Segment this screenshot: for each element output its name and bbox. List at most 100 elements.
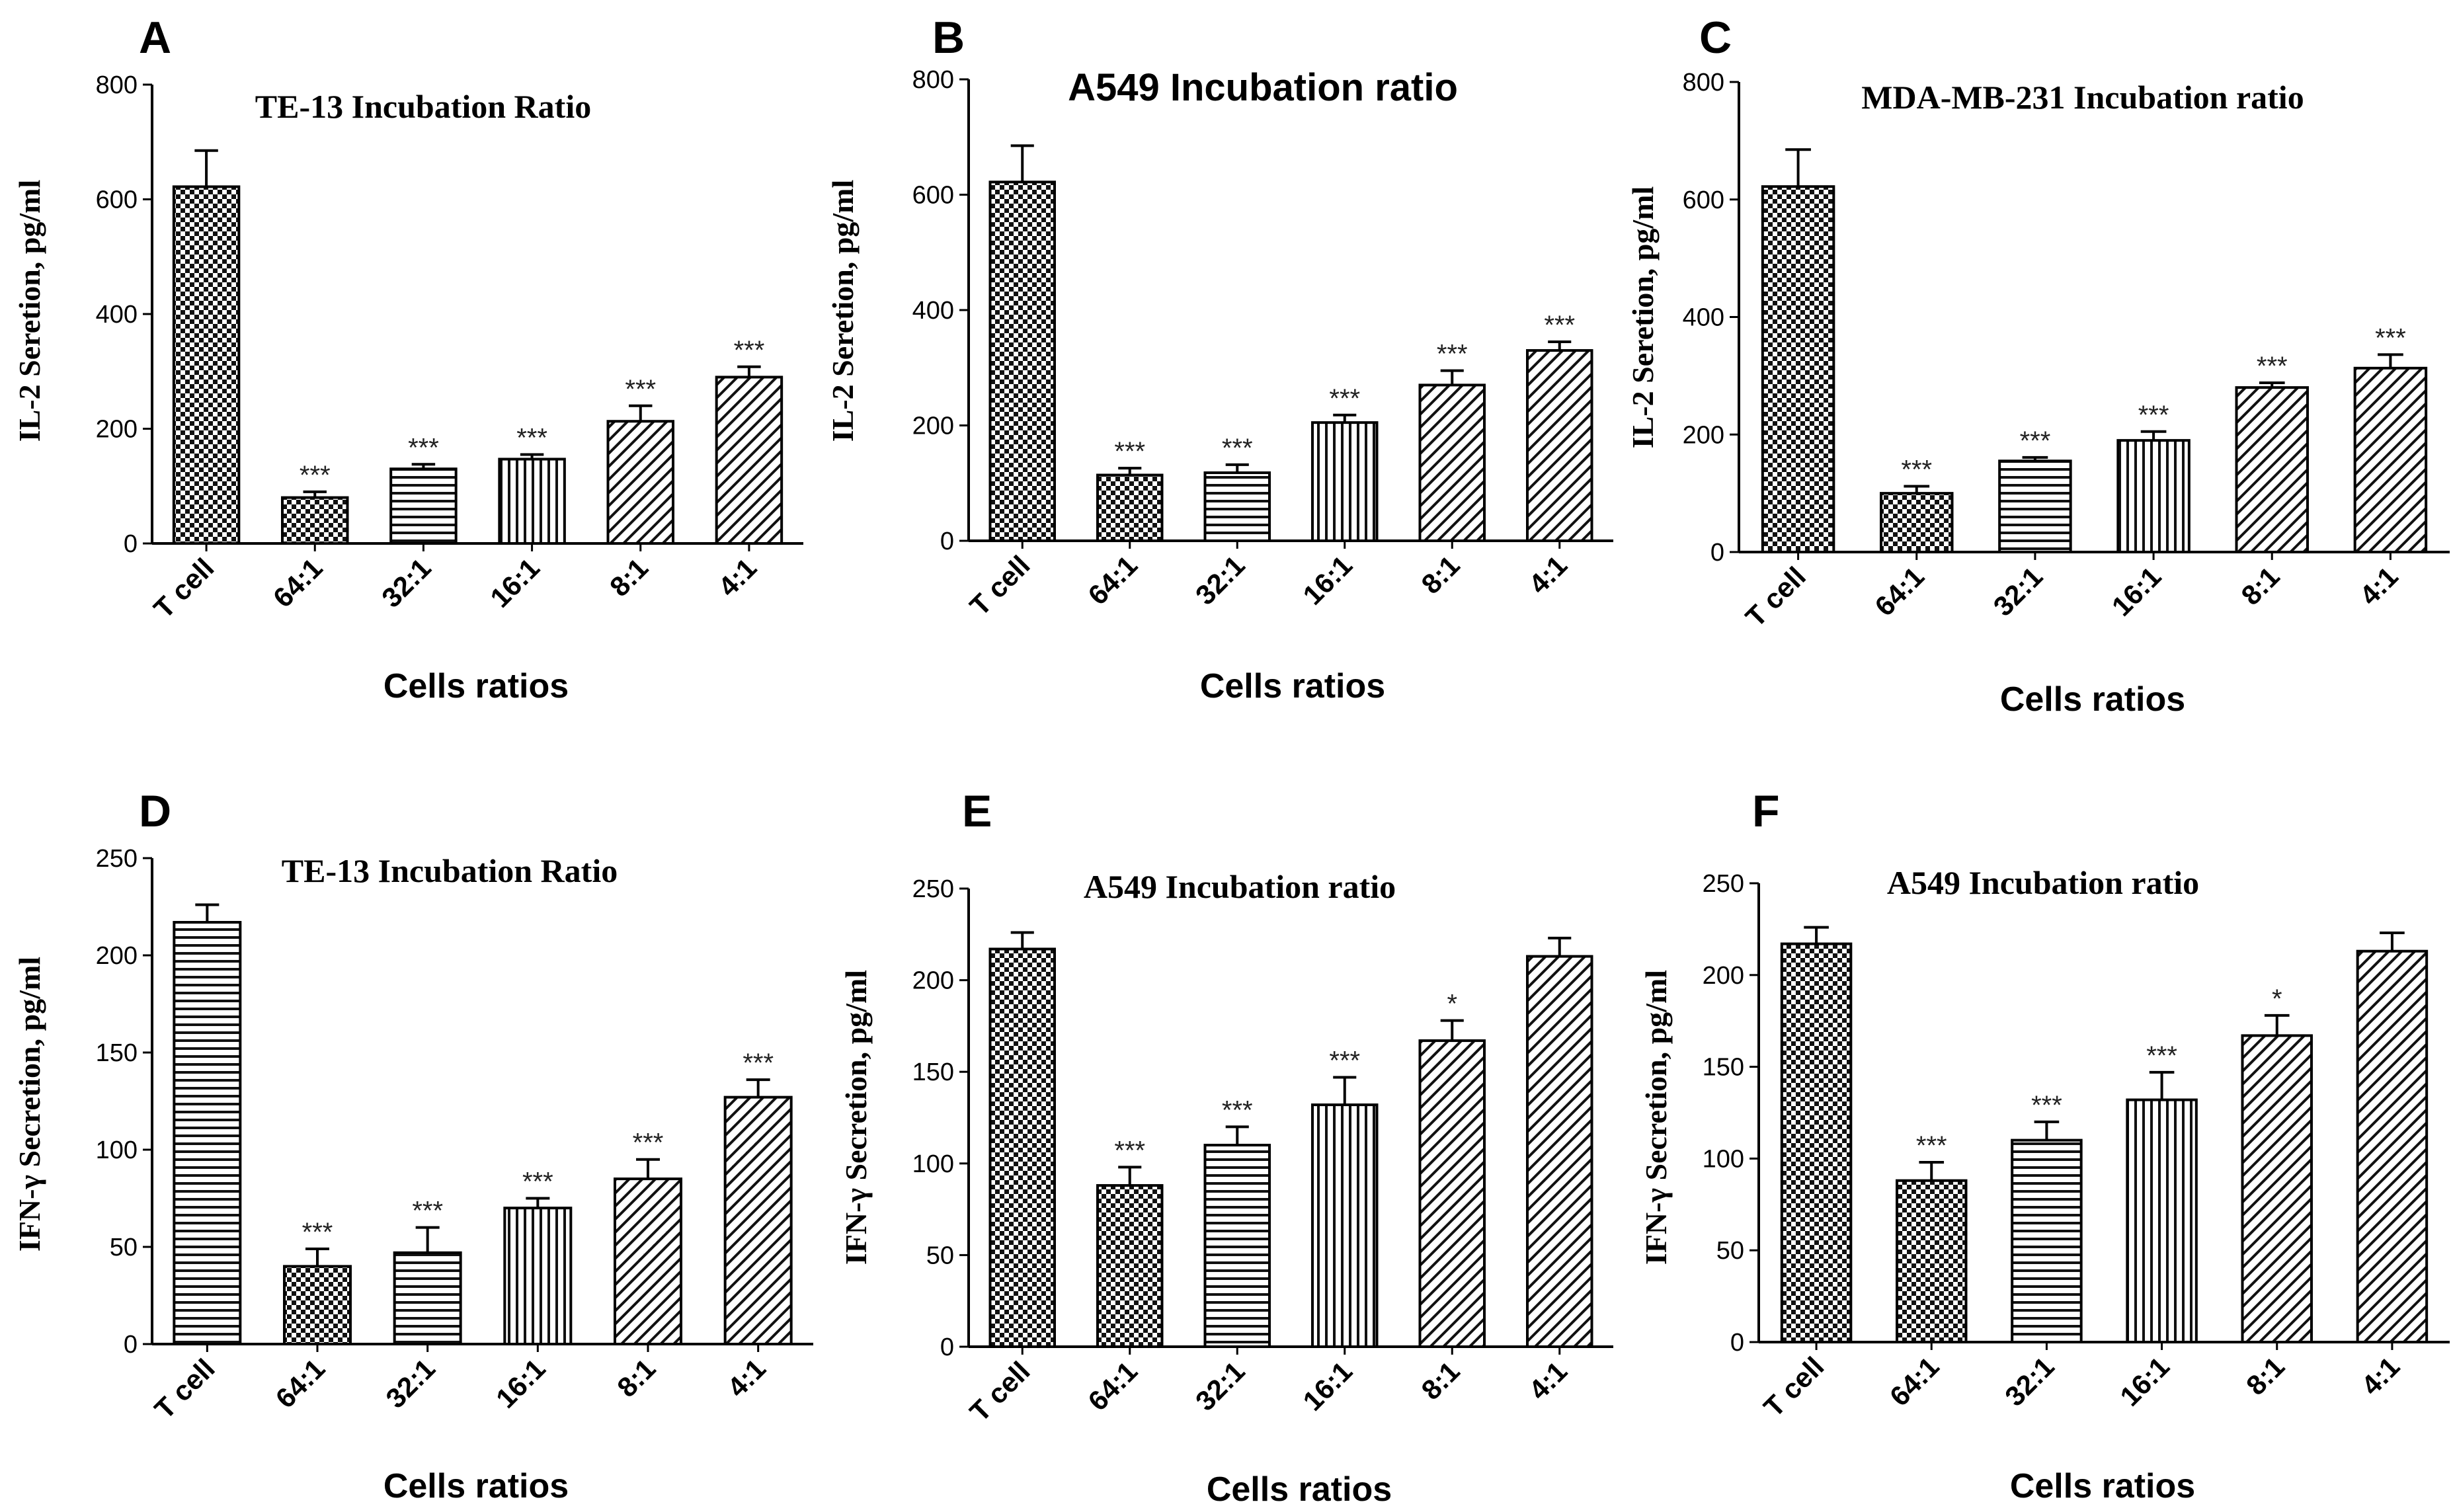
y-tick-label: 200 bbox=[96, 942, 138, 970]
significance-label: *** bbox=[1901, 455, 1932, 484]
significance-label: *** bbox=[1114, 1136, 1145, 1165]
bar bbox=[1418, 383, 1486, 542]
x-tick-label: 8:1 bbox=[1415, 1355, 1465, 1406]
bar bbox=[1203, 1144, 1271, 1348]
y-tick-label: 400 bbox=[912, 297, 954, 325]
bar bbox=[988, 947, 1056, 1348]
y-tick-label: 800 bbox=[912, 66, 954, 94]
x-tick-label: T cell bbox=[963, 549, 1035, 621]
x-tick-label: 4:1 bbox=[1523, 1355, 1573, 1406]
x-tick-label: T cell bbox=[1740, 561, 1812, 633]
bar bbox=[393, 1251, 462, 1345]
bar bbox=[2235, 386, 2309, 554]
y-tick-label: 600 bbox=[912, 182, 954, 210]
bar bbox=[606, 420, 674, 545]
y-tick-label: 0 bbox=[1730, 1329, 1744, 1357]
significance-label: *** bbox=[2146, 1041, 2177, 1070]
x-tick-label: 8:1 bbox=[604, 552, 654, 602]
significance-label: *** bbox=[412, 1197, 443, 1226]
y-axis-label: IL-2 Seretion, pg/ml bbox=[1626, 186, 1660, 449]
x-tick-label: 64:1 bbox=[1884, 1351, 1945, 1412]
y-tick-label: 200 bbox=[1683, 421, 1724, 449]
x-axis-label: Cells ratios bbox=[1200, 667, 1385, 705]
y-axis-label: IL-2 Seretion, pg/ml bbox=[13, 180, 46, 442]
bar bbox=[1998, 459, 2072, 554]
x-tick-label: 16:1 bbox=[1297, 1355, 1358, 1417]
x-tick-label: 32:1 bbox=[376, 552, 437, 614]
chart-panel-f: F A549 Incubation ratio IFN-γ Secretion, p… bbox=[1639, 786, 2450, 1505]
bar bbox=[1896, 1179, 1968, 1344]
significance-label: *** bbox=[1437, 340, 1468, 369]
bar bbox=[2126, 1098, 2198, 1343]
y-tick-label: 800 bbox=[96, 71, 138, 99]
x-axis-label: Cells ratios bbox=[2010, 1467, 2195, 1505]
y-tick-label: 0 bbox=[1710, 539, 1724, 567]
bar bbox=[1761, 185, 1835, 553]
x-tick-label: 4:1 bbox=[721, 1353, 772, 1403]
significance-label: *** bbox=[522, 1168, 553, 1197]
x-tick-label: 4:1 bbox=[1523, 549, 1573, 600]
significance-label: *** bbox=[1329, 1047, 1360, 1076]
y-tick-label: 0 bbox=[124, 1331, 138, 1359]
chart-panel-e: E A549 Incubation ratio IFN-γ Secretion, p… bbox=[839, 786, 1613, 1509]
panel-letter: A bbox=[139, 13, 171, 63]
x-tick-label: 32:1 bbox=[1189, 1355, 1251, 1417]
y-tick-label: 250 bbox=[912, 875, 954, 903]
y-tick-label: 50 bbox=[926, 1242, 954, 1269]
chart-panel-c: C MDA-MB-231 Incubation ratio IL-2 Seretio… bbox=[1626, 13, 2450, 719]
y-tick-label: 0 bbox=[940, 528, 954, 555]
panel-letter: B bbox=[932, 13, 965, 63]
chart-title: A549 Incubation ratio bbox=[1084, 868, 1396, 905]
x-tick-label: 16:1 bbox=[2106, 561, 2167, 622]
chart-title: A549 Incubation ratio bbox=[1068, 66, 1458, 109]
bar bbox=[2241, 1034, 2313, 1343]
chart-title: A549 Incubation ratio bbox=[1887, 864, 2199, 901]
bar bbox=[715, 376, 784, 545]
x-tick-label: 16:1 bbox=[1297, 549, 1358, 611]
x-tick-label: 64:1 bbox=[267, 552, 329, 614]
significance-label: *** bbox=[2257, 352, 2288, 381]
y-tick-label: 150 bbox=[96, 1039, 138, 1067]
x-axis-label: Cells ratios bbox=[383, 1467, 569, 1505]
bar bbox=[1526, 349, 1593, 542]
bar bbox=[1526, 955, 1593, 1348]
bar bbox=[503, 1207, 573, 1345]
x-axis-label: Cells ratios bbox=[2000, 680, 2185, 719]
y-tick-label: 250 bbox=[1703, 870, 1744, 898]
y-tick-label: 200 bbox=[1703, 962, 1744, 990]
y-tick-label: 150 bbox=[1703, 1054, 1744, 1082]
bar bbox=[1880, 492, 1954, 553]
significance-label: *** bbox=[408, 433, 439, 462]
significance-label: *** bbox=[302, 1218, 333, 1247]
bar bbox=[389, 467, 458, 545]
y-tick-label: 400 bbox=[96, 301, 138, 329]
bar bbox=[172, 185, 241, 545]
significance-label: *** bbox=[2138, 401, 2169, 430]
x-tick-label: 32:1 bbox=[380, 1353, 441, 1414]
y-tick-label: 600 bbox=[96, 186, 138, 214]
x-tick-label: 8:1 bbox=[2235, 561, 2285, 611]
y-axis-label: IFN-γ Secretion, pg/ml bbox=[1639, 970, 1673, 1265]
bar bbox=[1311, 421, 1379, 543]
x-tick-label: 32:1 bbox=[1999, 1351, 2060, 1412]
significance-label: *** bbox=[743, 1049, 774, 1078]
y-tick-label: 100 bbox=[96, 1136, 138, 1164]
x-tick-label: T cell bbox=[147, 552, 220, 624]
significance-label: * bbox=[2272, 984, 2282, 1014]
panel-letter: E bbox=[962, 786, 992, 836]
significance-label: *** bbox=[1329, 384, 1360, 413]
x-axis-label: Cells ratios bbox=[383, 667, 569, 705]
y-tick-label: 200 bbox=[96, 416, 138, 444]
x-tick-label: 4:1 bbox=[2354, 561, 2404, 611]
x-tick-label: 8:1 bbox=[611, 1353, 661, 1403]
y-tick-label: 100 bbox=[912, 1150, 954, 1178]
x-tick-label: 8:1 bbox=[1415, 549, 1465, 600]
bar bbox=[1311, 1103, 1379, 1348]
significance-label: *** bbox=[516, 424, 547, 453]
x-tick-label: 32:1 bbox=[1988, 561, 2049, 622]
x-tick-label: 64:1 bbox=[270, 1353, 331, 1414]
bar bbox=[2353, 366, 2428, 553]
bar bbox=[723, 1095, 793, 1345]
significance-label: *** bbox=[2031, 1091, 2062, 1120]
